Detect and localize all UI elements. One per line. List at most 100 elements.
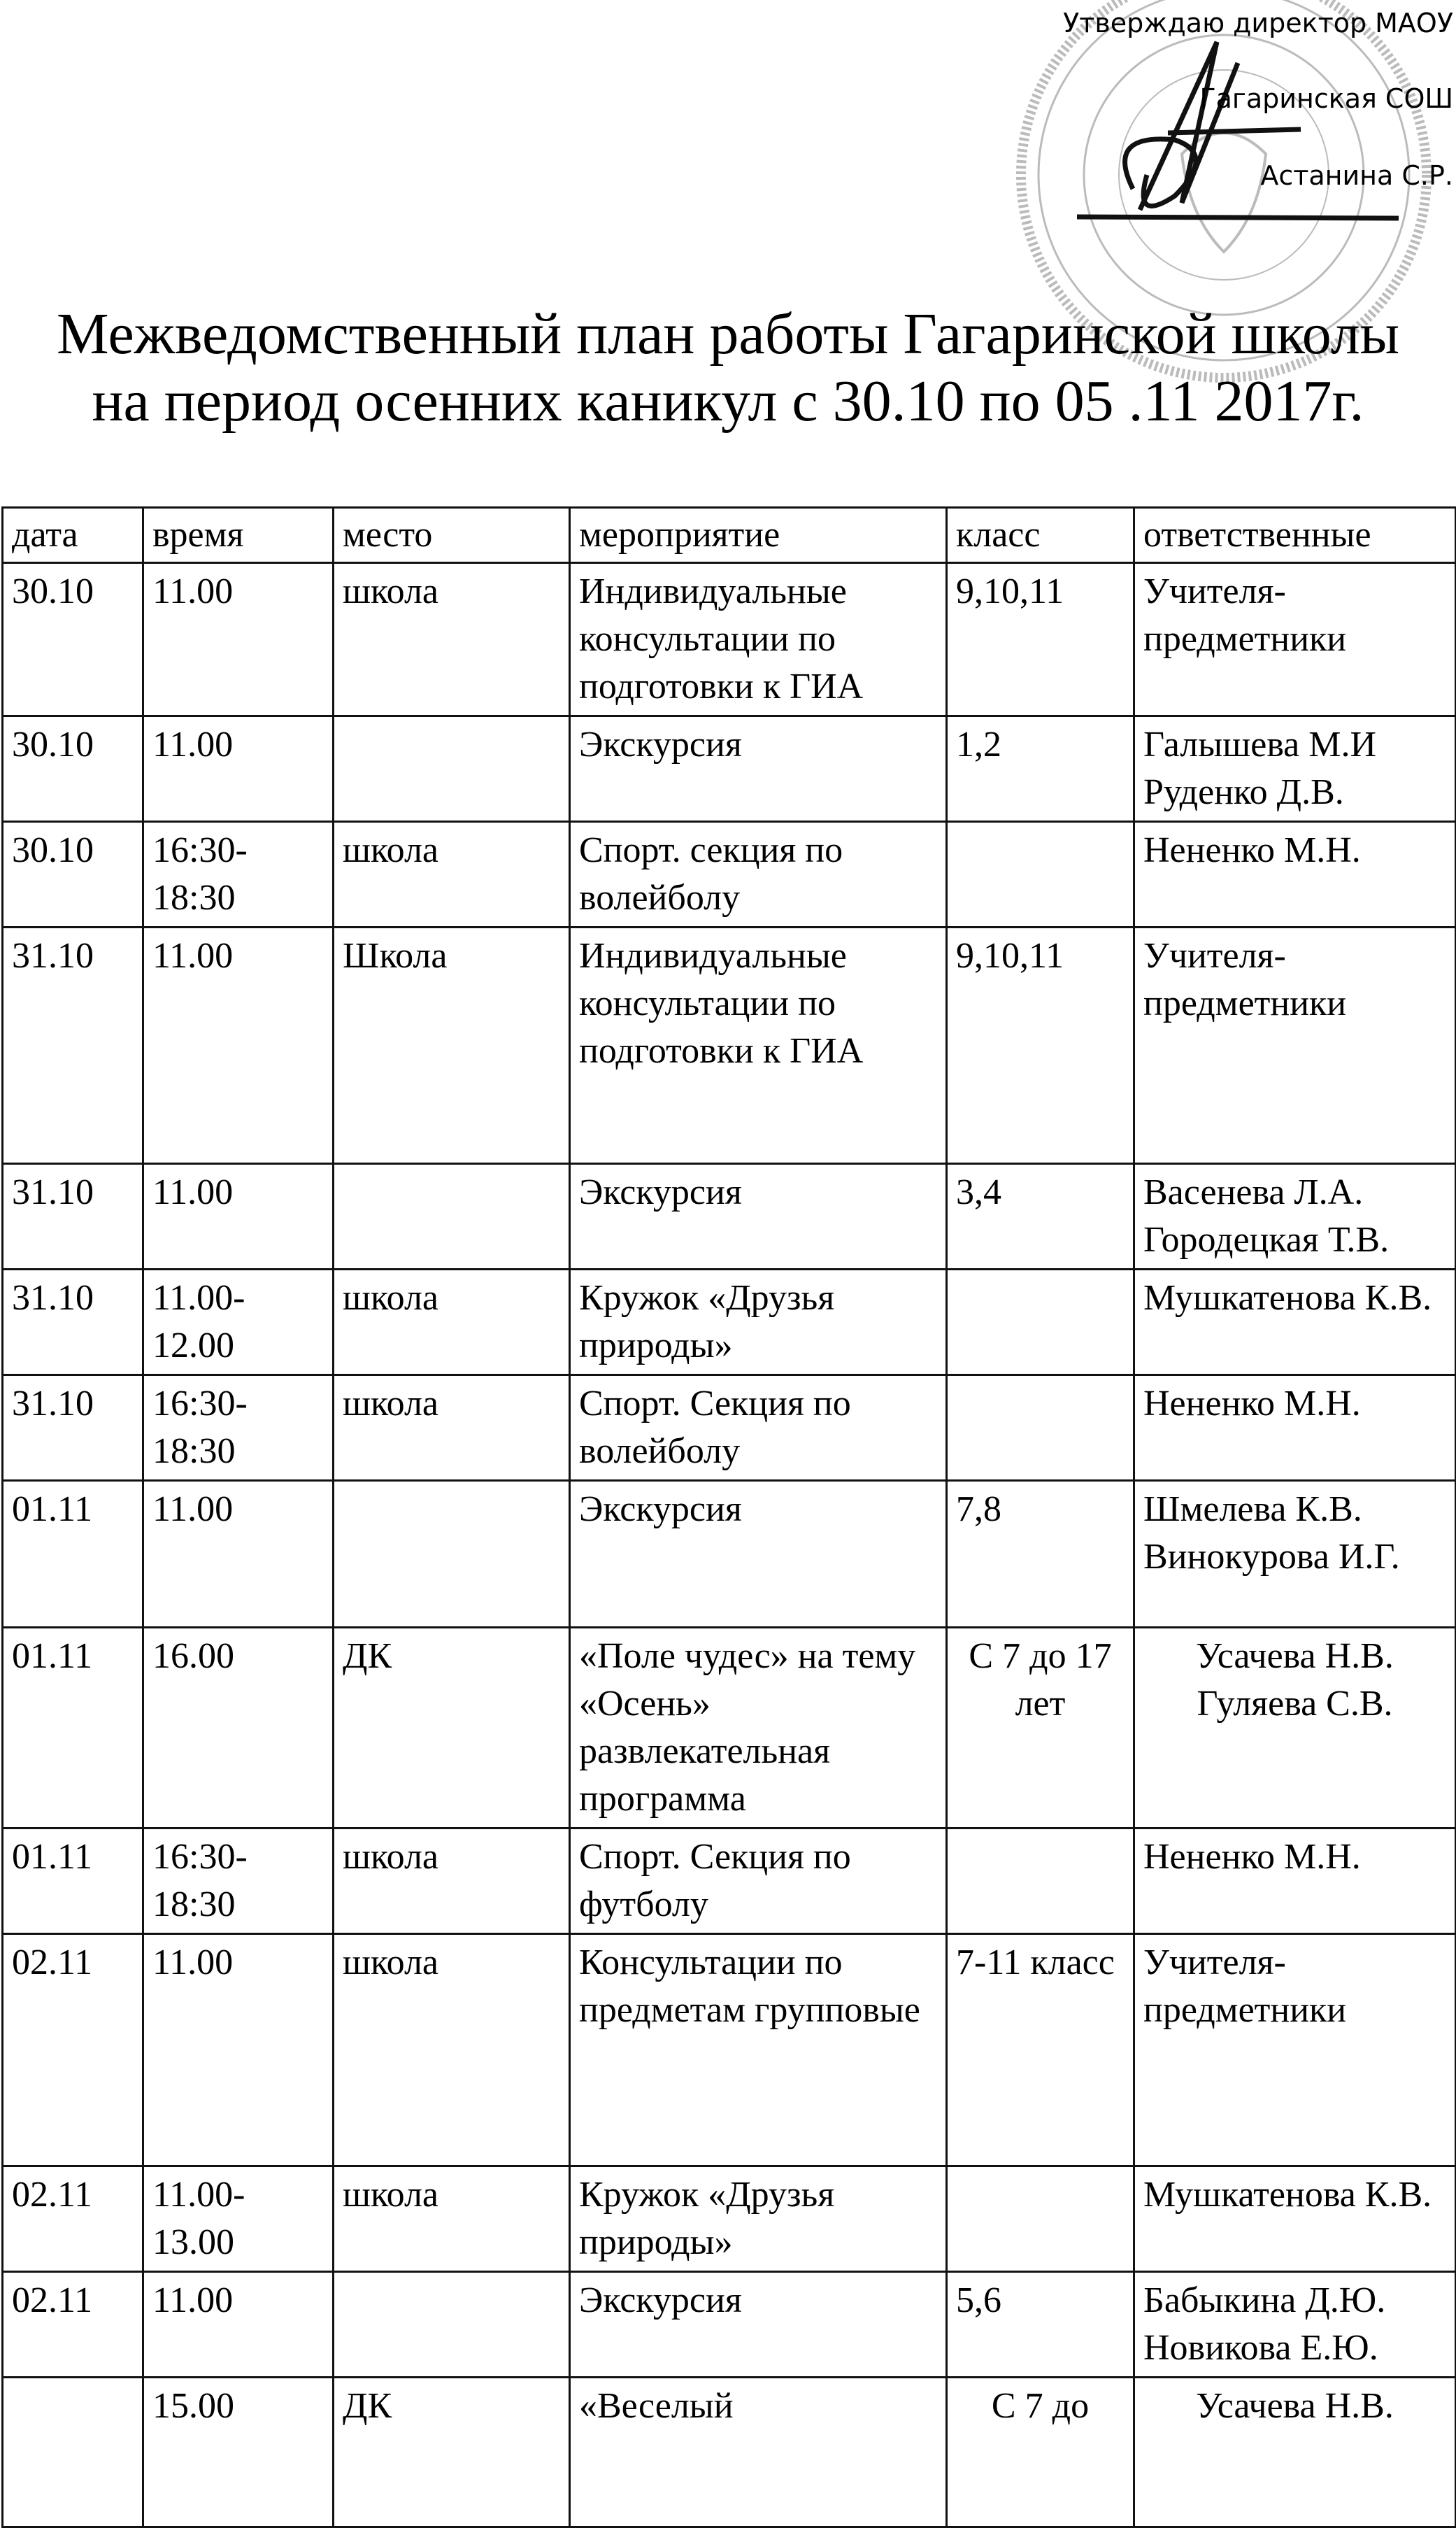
- cell-event: «Веселый: [569, 2376, 948, 2528]
- cell-place: ДК: [332, 1626, 571, 1829]
- cell-date: 01.11: [1, 1827, 144, 1935]
- cell-date: 02.11: [1, 2165, 144, 2273]
- cell-responsible: Нененко М.Н.: [1133, 1374, 1456, 1482]
- table-row: 02.11 11.00 Экскурсия 5,6 Бабыкина Д.Ю. Нови…: [1, 2271, 1456, 2378]
- table-row: 01.11 16:30-18:30 школа Спорт. Секция по фу…: [1, 1827, 1456, 1935]
- cell-place: школа: [332, 1268, 571, 1376]
- cell-place: [332, 1163, 571, 1270]
- header-class: класс: [945, 506, 1135, 564]
- cell-time: 11.00: [142, 715, 334, 823]
- cell-date: 31.10: [1, 1268, 144, 1376]
- cell-class: [945, 2165, 1135, 2273]
- cell-place: школа: [332, 1933, 571, 2167]
- cell-time: 11.00: [142, 926, 334, 1165]
- cell-place: Школа: [332, 926, 571, 1165]
- cell-date: 02.11: [1, 2271, 144, 2378]
- cell-class: [945, 821, 1135, 928]
- title-line-2: на период осенних каникул с 30.10 по 05 …: [92, 369, 1364, 434]
- cell-responsible: Нененко М.Н.: [1133, 1827, 1456, 1935]
- cell-responsible: Бабыкина Д.Ю. Новикова Е.Ю.: [1133, 2271, 1456, 2378]
- cell-place: [332, 1479, 571, 1628]
- cell-class: [945, 1374, 1135, 1482]
- cell-class: 1,2: [945, 715, 1135, 823]
- cell-responsible: Учителя-предметники: [1133, 1933, 1456, 2167]
- table-row: 31.10 11.00 Школа Индивидуальные консультац…: [1, 926, 1456, 1165]
- cell-event: Индивидуальные консультации по подготовк…: [569, 562, 948, 717]
- cell-place: школа: [332, 1827, 571, 1935]
- cell-event: Консультации по предметам групповые: [569, 1933, 948, 2167]
- cell-date: 30.10: [1, 821, 144, 928]
- header-place: место: [332, 506, 571, 564]
- cell-class: 3,4: [945, 1163, 1135, 1270]
- cell-class: С 7 до: [945, 2376, 1135, 2528]
- cell-responsible: Нененко М.Н.: [1133, 821, 1456, 928]
- cell-class: [945, 1268, 1135, 1376]
- cell-place: ДК: [332, 2376, 571, 2528]
- cell-date: 31.10: [1, 1163, 144, 1270]
- cell-time: 16:30-18:30: [142, 1374, 334, 1482]
- table-row: 15.00 ДК «Веселый С 7 до Усачева Н.В.: [1, 2376, 1456, 2528]
- cell-responsible: Усачева Н.В.: [1133, 2376, 1456, 2528]
- table-row: 30.10 11.00 школа Индивидуальные консультац…: [1, 562, 1456, 717]
- table-row: 01.11 11.00 Экскурсия 7,8 Шмелева К.В. Винок…: [1, 1479, 1456, 1628]
- cell-time: 16.00: [142, 1626, 334, 1829]
- cell-place: школа: [332, 1374, 571, 1482]
- cell-class: [945, 1827, 1135, 1935]
- cell-responsible: Учителя-предметники: [1133, 926, 1456, 1165]
- header-date: дата: [1, 506, 144, 564]
- cell-time: 15.00: [142, 2376, 334, 2528]
- cell-responsible: Галышева М.И Руденко Д.В.: [1133, 715, 1456, 823]
- table-row: 30.10 11.00 Экскурсия 1,2 Галышева М.И Руден…: [1, 715, 1456, 823]
- cell-event: «Поле чудес» на тему «Осень» развлекател…: [569, 1626, 948, 1829]
- document-title: Межведомственный план работы Гагаринской…: [0, 301, 1456, 435]
- cell-place: школа: [332, 562, 571, 717]
- table-row: 31.10 11.00-12.00 школа Кружок «Друзья прир…: [1, 1268, 1456, 1376]
- cell-event: Экскурсия: [569, 1479, 948, 1628]
- cell-date: [1, 2376, 144, 2528]
- cell-event: Спорт. Секция по футболу: [569, 1827, 948, 1935]
- cell-time: 16:30-18:30: [142, 821, 334, 928]
- schedule-table: дата время место мероприятие класс ответствен…: [1, 506, 1456, 2528]
- cell-responsible: Учителя-предметники: [1133, 562, 1456, 717]
- cell-place: школа: [332, 821, 571, 928]
- cell-class: 9,10,11: [945, 562, 1135, 717]
- cell-place: школа: [332, 2165, 571, 2273]
- cell-event: Экскурсия: [569, 2271, 948, 2378]
- table-row: 02.11 11.00 школа Консультации по предметам…: [1, 1933, 1456, 2167]
- cell-event: Индивидуальные консультации по подготовк…: [569, 926, 948, 1165]
- cell-time: 11.00-13.00: [142, 2165, 334, 2273]
- cell-date: 31.10: [1, 926, 144, 1165]
- cell-event: Спорт. секция по волейболу: [569, 821, 948, 928]
- cell-date: 01.11: [1, 1479, 144, 1628]
- cell-time: 11.00: [142, 562, 334, 717]
- header-time: время: [142, 506, 334, 564]
- table-row: 02.11 11.00-13.00 школа Кружок «Друзья прир…: [1, 2165, 1456, 2273]
- cell-responsible: Шмелева К.В. Винокурова И.Г.: [1133, 1479, 1456, 1628]
- official-stamp-with-signature: [1016, 0, 1432, 383]
- cell-date: 30.10: [1, 715, 144, 823]
- cell-time: 11.00: [142, 1933, 334, 2167]
- cell-time: 16:30-18:30: [142, 1827, 334, 1935]
- cell-time: 11.00: [142, 1479, 334, 1628]
- cell-place: [332, 715, 571, 823]
- cell-event: Спорт. Секция по волейболу: [569, 1374, 948, 1482]
- cell-event: Кружок «Друзья природы»: [569, 2165, 948, 2273]
- cell-class: 7-11 класс: [945, 1933, 1135, 2167]
- approval-line-1: Утверждаю директор МАОУ: [1063, 8, 1453, 38]
- cell-event: Экскурсия: [569, 1163, 948, 1270]
- cell-responsible: Васенева Л.А. Городецкая Т.В.: [1133, 1163, 1456, 1270]
- table-row: 01.11 16.00 ДК «Поле чудес» на тему «Осень»…: [1, 1626, 1456, 1829]
- cell-event: Экскурсия: [569, 715, 948, 823]
- cell-date: 31.10: [1, 1374, 144, 1482]
- cell-event: Кружок «Друзья природы»: [569, 1268, 948, 1376]
- approval-line-2: Гагаринская СОШ: [1199, 83, 1453, 114]
- cell-responsible: Усачева Н.В. Гуляева С.В.: [1133, 1626, 1456, 1829]
- cell-date: 01.11: [1, 1626, 144, 1829]
- table-row: 30.10 16:30-18:30 школа Спорт. секция по во…: [1, 821, 1456, 928]
- cell-class: 5,6: [945, 2271, 1135, 2378]
- cell-time: 11.00: [142, 2271, 334, 2378]
- header-responsible: ответственные: [1133, 506, 1456, 564]
- cell-time: 11.00-12.00: [142, 1268, 334, 1376]
- cell-responsible: Мушкатенова К.В.: [1133, 1268, 1456, 1376]
- approval-line-3: Астанина С.Р.: [1260, 160, 1453, 191]
